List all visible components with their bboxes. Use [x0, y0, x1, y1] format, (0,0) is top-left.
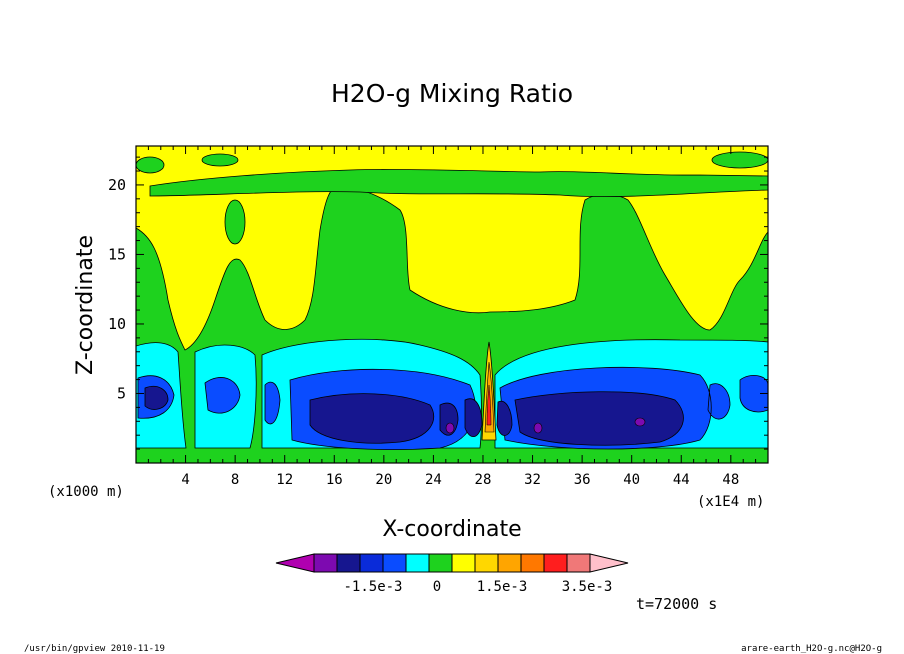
x-tick-label: 44	[673, 472, 690, 488]
colorbar-swatch	[336, 553, 361, 573]
x-tick-label: 8	[231, 472, 239, 488]
field-central-plume-red	[486, 384, 492, 426]
colorbar-swatch	[405, 553, 430, 573]
colorbar-swatch	[474, 553, 499, 573]
x-axis-label: X-coordinate	[382, 517, 521, 542]
contour-field	[136, 146, 768, 463]
x-axis: 4 8 12 16 20 24 28 32 36 40 44 48	[147, 146, 757, 488]
colorbar-label: 1.5e-3	[477, 579, 528, 595]
y-axis-label: Z-coordinate	[73, 235, 98, 375]
x-tick-label: 24	[425, 472, 442, 488]
green-blob-2	[201, 153, 239, 167]
purple-spot-2	[533, 422, 543, 434]
colorbar-label: -1.5e-3	[343, 579, 402, 595]
green-blob-1	[224, 199, 246, 245]
plot-frame	[135, 145, 769, 464]
field-darkblue-region	[144, 385, 684, 446]
purple-spot-1	[445, 422, 455, 434]
time-label: t=72000 s	[636, 595, 717, 613]
y-tick-label: 10	[108, 315, 126, 333]
y-axis-unit: (x1000 m)	[48, 484, 124, 500]
x-tick-label: 12	[276, 472, 293, 488]
x-axis-unit: (x1E4 m)	[697, 494, 764, 510]
chart-title: H2O-g Mixing Ratio	[331, 79, 573, 108]
colorbar-swatch	[497, 553, 522, 573]
y-axis: 5 10 15 20	[108, 156, 768, 450]
green-blob-4	[136, 156, 165, 174]
colorbar-label: 3.5e-3	[562, 579, 613, 595]
colorbar-swatch	[428, 553, 453, 573]
purple-spot-3	[634, 417, 646, 427]
colorbar-labels: -1.5e-3 0 1.5e-3 3.5e-3	[343, 579, 612, 595]
colorbar-swatch	[520, 553, 545, 573]
x-tick-label: 32	[524, 472, 541, 488]
x-tick-label: 36	[574, 472, 591, 488]
x-tick-label: 48	[722, 472, 739, 488]
y-tick-label: 15	[108, 245, 126, 263]
x-tick-label: 40	[623, 472, 640, 488]
colorbar-swatch	[382, 553, 407, 573]
green-blob-3	[711, 151, 768, 169]
colorbar-label: 0	[433, 579, 441, 595]
footer-left: /usr/bin/gpview 2010-11-19	[24, 644, 165, 654]
colorbar-swatch	[566, 553, 591, 573]
colorbar-low-arrow	[275, 553, 315, 573]
footer-right: arare-earth_H2O-g.nc@H2O-g	[741, 644, 882, 654]
colorbar-swatch	[543, 553, 568, 573]
y-tick-label: 5	[117, 384, 126, 402]
colorbar-high-arrow	[589, 553, 629, 573]
colorbar-swatch	[451, 553, 476, 573]
x-tick-label: 20	[375, 472, 392, 488]
x-tick-label: 4	[181, 472, 189, 488]
x-tick-label: 28	[475, 472, 492, 488]
y-tick-label: 20	[108, 176, 126, 194]
x-tick-label: 16	[326, 472, 343, 488]
colorbar-swatch	[313, 553, 338, 573]
colorbar-swatch	[359, 553, 384, 573]
colorbar	[275, 553, 629, 573]
